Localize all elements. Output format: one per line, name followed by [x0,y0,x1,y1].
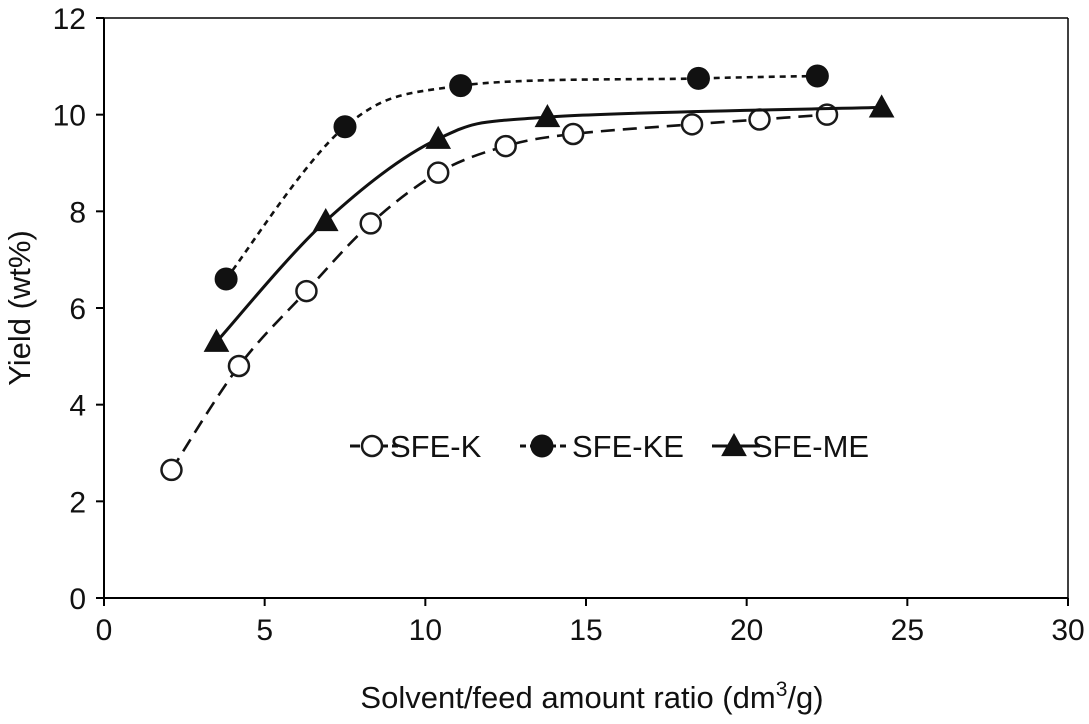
point-SFE-ME-1 [312,207,339,232]
axes [103,17,1069,599]
x-tick-label-25: 25 [891,614,924,647]
legend-item-SFE-ME: SFE-ME [712,429,869,464]
point-SFE-K-4 [426,161,450,184]
point-SFE-ME-2 [425,125,452,149]
legend-marker-SFE-K [360,434,384,458]
x-axis-title-superscript: 3 [776,678,788,701]
y-tick-label-12: 12 [53,3,86,36]
y-tick-label-6: 6 [69,293,86,326]
point-SFE-K-5 [494,134,517,158]
y-tick-label-0: 0 [69,583,86,616]
legend-marker-SFE-KE [530,434,554,458]
point-SFE-K-6 [561,122,585,146]
legend-item-SFE-K: SFE-K [350,429,482,464]
x-tick-label-5: 5 [256,614,273,647]
series-SFE-K [160,103,839,482]
x-tick-label-0: 0 [96,614,113,647]
point-SFE-KE-3 [686,66,710,90]
y-axis-title: Yield (wt%) [2,230,37,386]
data-series [160,64,895,482]
series-SFE-KE [214,64,829,291]
point-SFE-ME-0 [203,328,230,352]
y-tick-label-8: 8 [69,196,86,229]
point-SFE-K-1 [227,354,251,378]
y-tick-label-10: 10 [53,100,86,133]
y-tick-label-4: 4 [69,390,86,423]
point-SFE-K-8 [748,108,771,131]
point-SFE-K-2 [295,279,318,303]
point-SFE-KE-2 [449,74,473,98]
tick-marks: 0 5 10 15 20 25 30 0 2 4 6 8 10 12 [53,3,1085,647]
y-tick-label-2: 2 [69,486,86,519]
x-axis-title-tail: /g) [787,680,823,715]
legend-item-SFE-KE: SFE-KE [520,429,684,464]
legend-label-SFE-KE: SFE-KE [572,429,684,464]
point-SFE-ME-3 [534,104,561,128]
legend: SFE-K SFE-KE SFE-ME [350,429,869,464]
x-tick-label-15: 15 [569,614,602,647]
x-tick-label-20: 20 [730,614,763,647]
x-axis-title: Solvent/feed amount ratio (dm3/g) [360,678,823,715]
point-SFE-K-0 [160,458,183,482]
point-SFE-K-3 [359,212,382,235]
series-line-SFE-KE [225,74,818,280]
point-SFE-ME-4 [868,94,895,118]
point-SFE-KE-4 [805,64,829,88]
series-line-SFE-K [170,113,828,471]
x-tick-label-10: 10 [409,614,442,647]
legend-marker-SFE-ME [721,432,747,457]
x-tick-label-30: 30 [1051,614,1084,647]
point-SFE-K-7 [680,113,704,136]
series-SFE-ME [203,94,895,352]
legend-label-SFE-ME: SFE-ME [752,429,869,464]
series-line-SFE-ME [215,105,882,343]
legend-label-SFE-K: SFE-K [390,429,482,464]
point-SFE-KE-0 [214,267,238,291]
x-axis-title-main: Solvent/feed amount ratio (dm [360,680,775,715]
point-SFE-KE-1 [333,115,357,139]
